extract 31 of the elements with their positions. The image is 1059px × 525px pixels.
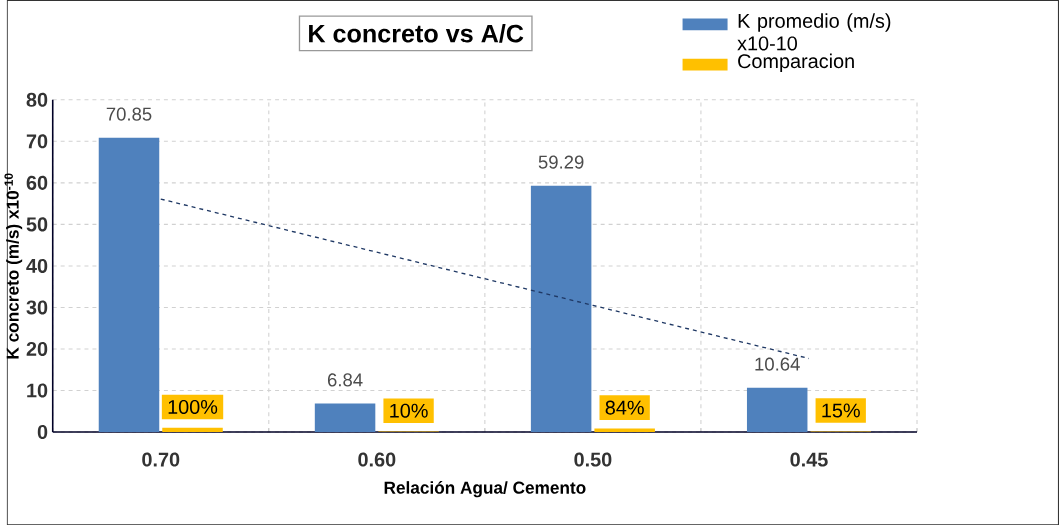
data-label: 6.84 [327,373,363,387]
y-tick-label: 0 [37,424,48,439]
data-label: 15% [822,403,860,418]
x-tick-label: 0.70 [142,452,180,467]
data-label: 10% [390,403,428,418]
y-tick-label: 10 [27,383,48,398]
y-tick-label: 30 [26,300,48,315]
bar [314,403,376,432]
data-label: 70.85 [106,107,152,121]
legend-label: K promedio (m/s) x10-10 [737,13,891,51]
data-label: 10.64 [755,357,800,371]
data-label: 100% [168,399,218,414]
bar [162,427,223,432]
x-tick-label: 0.45 [790,452,828,467]
y-tick-label: 20 [26,341,48,356]
y-tick-label: 60 [26,175,48,190]
y-axis-title: K concreto (m/s) x10$^{-10}$ [4,173,23,359]
x-tick-label: 0.60 [358,452,396,467]
chart-title: K concreto vs A/C [309,23,524,43]
data-label: 59.29 [538,155,584,169]
y-tick-label: 40 [26,258,48,273]
data-label: 84% [605,400,644,415]
bar [746,387,808,432]
x-axis-title: Relación Agua/ Cemento [384,480,586,498]
legend-label: Comparacion [738,53,854,73]
y-tick-label: 50 [26,217,48,232]
x-tick-label: 0.50 [574,452,612,467]
bar [98,137,160,432]
y-tick-label: 80 [26,92,48,107]
y-tick-label: 70 [26,134,48,149]
bar [530,185,592,432]
